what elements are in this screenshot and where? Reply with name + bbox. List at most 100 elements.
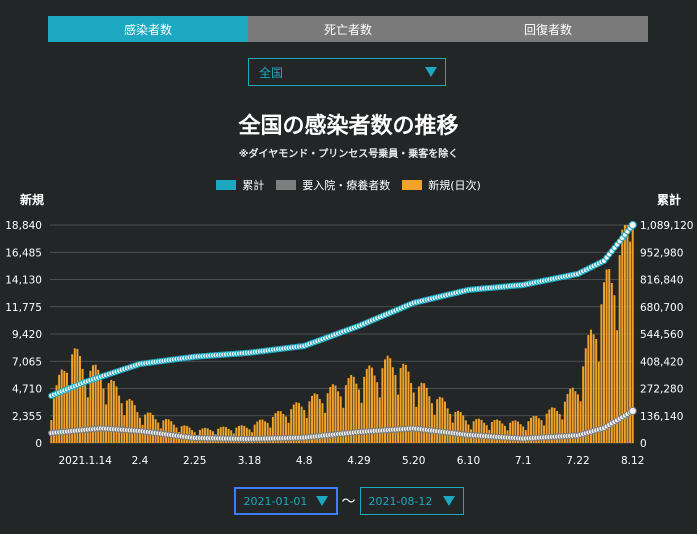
legend-item-cumulative[interactable]: 累計 [216, 177, 264, 193]
daily-bar [386, 355, 389, 443]
daily-bar [438, 396, 441, 443]
start-date-select[interactable]: 2021-01-01 [233, 487, 338, 515]
daily-bar [146, 412, 149, 443]
right-axis-tick-label: 816,840 [640, 275, 683, 287]
end-date-select[interactable]: 2021-08-12 [359, 487, 464, 515]
left-axis-tick-label: 2,355 [12, 411, 42, 423]
date-range-picker: 2021-01-01 〜 2021-08-12 [0, 487, 697, 515]
daily-bar [511, 420, 514, 443]
daily-bar [490, 422, 493, 443]
daily-bar [342, 407, 345, 443]
tab-deaths[interactable]: 死亡者数 [248, 16, 448, 42]
daily-bar [357, 389, 360, 443]
daily-bar [530, 417, 533, 443]
daily-bar [344, 385, 347, 443]
daily-bar [305, 417, 308, 443]
daily-bar [402, 363, 405, 443]
daily-bar [102, 388, 105, 443]
left-axis-tick-label: 14,130 [5, 275, 42, 287]
daily-bar [443, 401, 446, 443]
right-axis-tick-label: 680,700 [640, 302, 683, 314]
daily-bar [350, 375, 353, 443]
daily-bar [326, 393, 329, 443]
daily-bar [613, 295, 616, 443]
daily-bar [245, 427, 248, 443]
x-axis-tick-label: 5.20 [402, 455, 425, 467]
daily-bar [553, 407, 556, 443]
daily-bar [540, 420, 543, 443]
daily-bar [370, 367, 373, 443]
legend-item-daily[interactable]: 新規(日次) [402, 177, 481, 193]
daily-bar [316, 394, 319, 443]
tab-infections[interactable]: 感染者数 [48, 16, 248, 42]
daily-bar [360, 402, 363, 443]
daily-bar [271, 416, 274, 443]
daily-bar [621, 229, 624, 443]
daily-bar [608, 269, 611, 443]
daily-bar [516, 421, 519, 443]
x-axis-tick-label: 4.8 [296, 455, 313, 467]
daily-bar [347, 378, 350, 443]
left-axis-tick-label: 0 [35, 438, 42, 450]
daily-bar [522, 426, 525, 443]
daily-bar [279, 411, 282, 443]
inpatient-point [628, 406, 637, 416]
daily-bar [131, 400, 134, 443]
daily-bar [563, 401, 566, 443]
daily-bar [412, 392, 415, 443]
legend-label-inpatient: 要入院・療養者数 [302, 179, 391, 192]
daily-bar [391, 367, 394, 443]
daily-bar [110, 379, 113, 443]
daily-bar [381, 368, 384, 443]
daily-bar [441, 397, 444, 443]
daily-bar [373, 375, 376, 443]
daily-bar [595, 338, 598, 443]
daily-bar [407, 371, 410, 443]
daily-bar [430, 403, 433, 443]
daily-bar [428, 396, 431, 443]
daily-bar [282, 414, 285, 443]
daily-bar [394, 374, 397, 443]
right-axis-tick-label: 136,140 [640, 411, 683, 423]
daily-bar [243, 425, 246, 443]
left-axis-tick-label: 11,775 [5, 302, 42, 314]
daily-bar [112, 380, 115, 443]
daily-bar [454, 411, 457, 443]
daily-bar [498, 420, 501, 443]
daily-bar [165, 418, 168, 443]
daily-bar [334, 385, 337, 443]
daily-bar [303, 409, 306, 443]
legend-item-inpatient[interactable]: 要入院・療養者数 [276, 177, 390, 193]
region-select[interactable]: 全国 [248, 58, 446, 86]
daily-bar [587, 335, 590, 443]
daily-bar [118, 395, 121, 443]
daily-bar [266, 422, 269, 443]
x-axis-tick-label: 7.22 [566, 455, 589, 467]
daily-bar [287, 422, 290, 443]
daily-bar [420, 382, 423, 443]
daily-bar [404, 364, 407, 443]
daily-bar [269, 427, 272, 443]
x-axis-tick-label: 3.18 [238, 455, 261, 467]
daily-bar [308, 401, 311, 443]
daily-bar [238, 425, 241, 443]
daily-bar [311, 395, 314, 443]
daily-bar [616, 330, 619, 443]
chart-legend: 累計 要入院・療養者数 新規(日次) [0, 177, 697, 193]
daily-bar [480, 419, 483, 443]
legend-label-cumulative: 累計 [242, 179, 265, 192]
daily-bar [300, 406, 303, 443]
daily-bar [582, 366, 585, 443]
dropdown-arrow-icon [442, 496, 455, 506]
daily-bar [472, 421, 475, 443]
daily-bar [125, 400, 128, 443]
daily-bar [514, 420, 517, 443]
daily-bar [493, 420, 496, 443]
x-axis-tick-label: 7.1 [515, 455, 532, 467]
daily-bar [462, 415, 465, 443]
x-axis-tick-label: 6.10 [457, 455, 480, 467]
region-select-value: 全国 [259, 65, 284, 80]
daily-bar [556, 411, 559, 443]
tab-recoveries[interactable]: 回復者数 [448, 16, 648, 42]
